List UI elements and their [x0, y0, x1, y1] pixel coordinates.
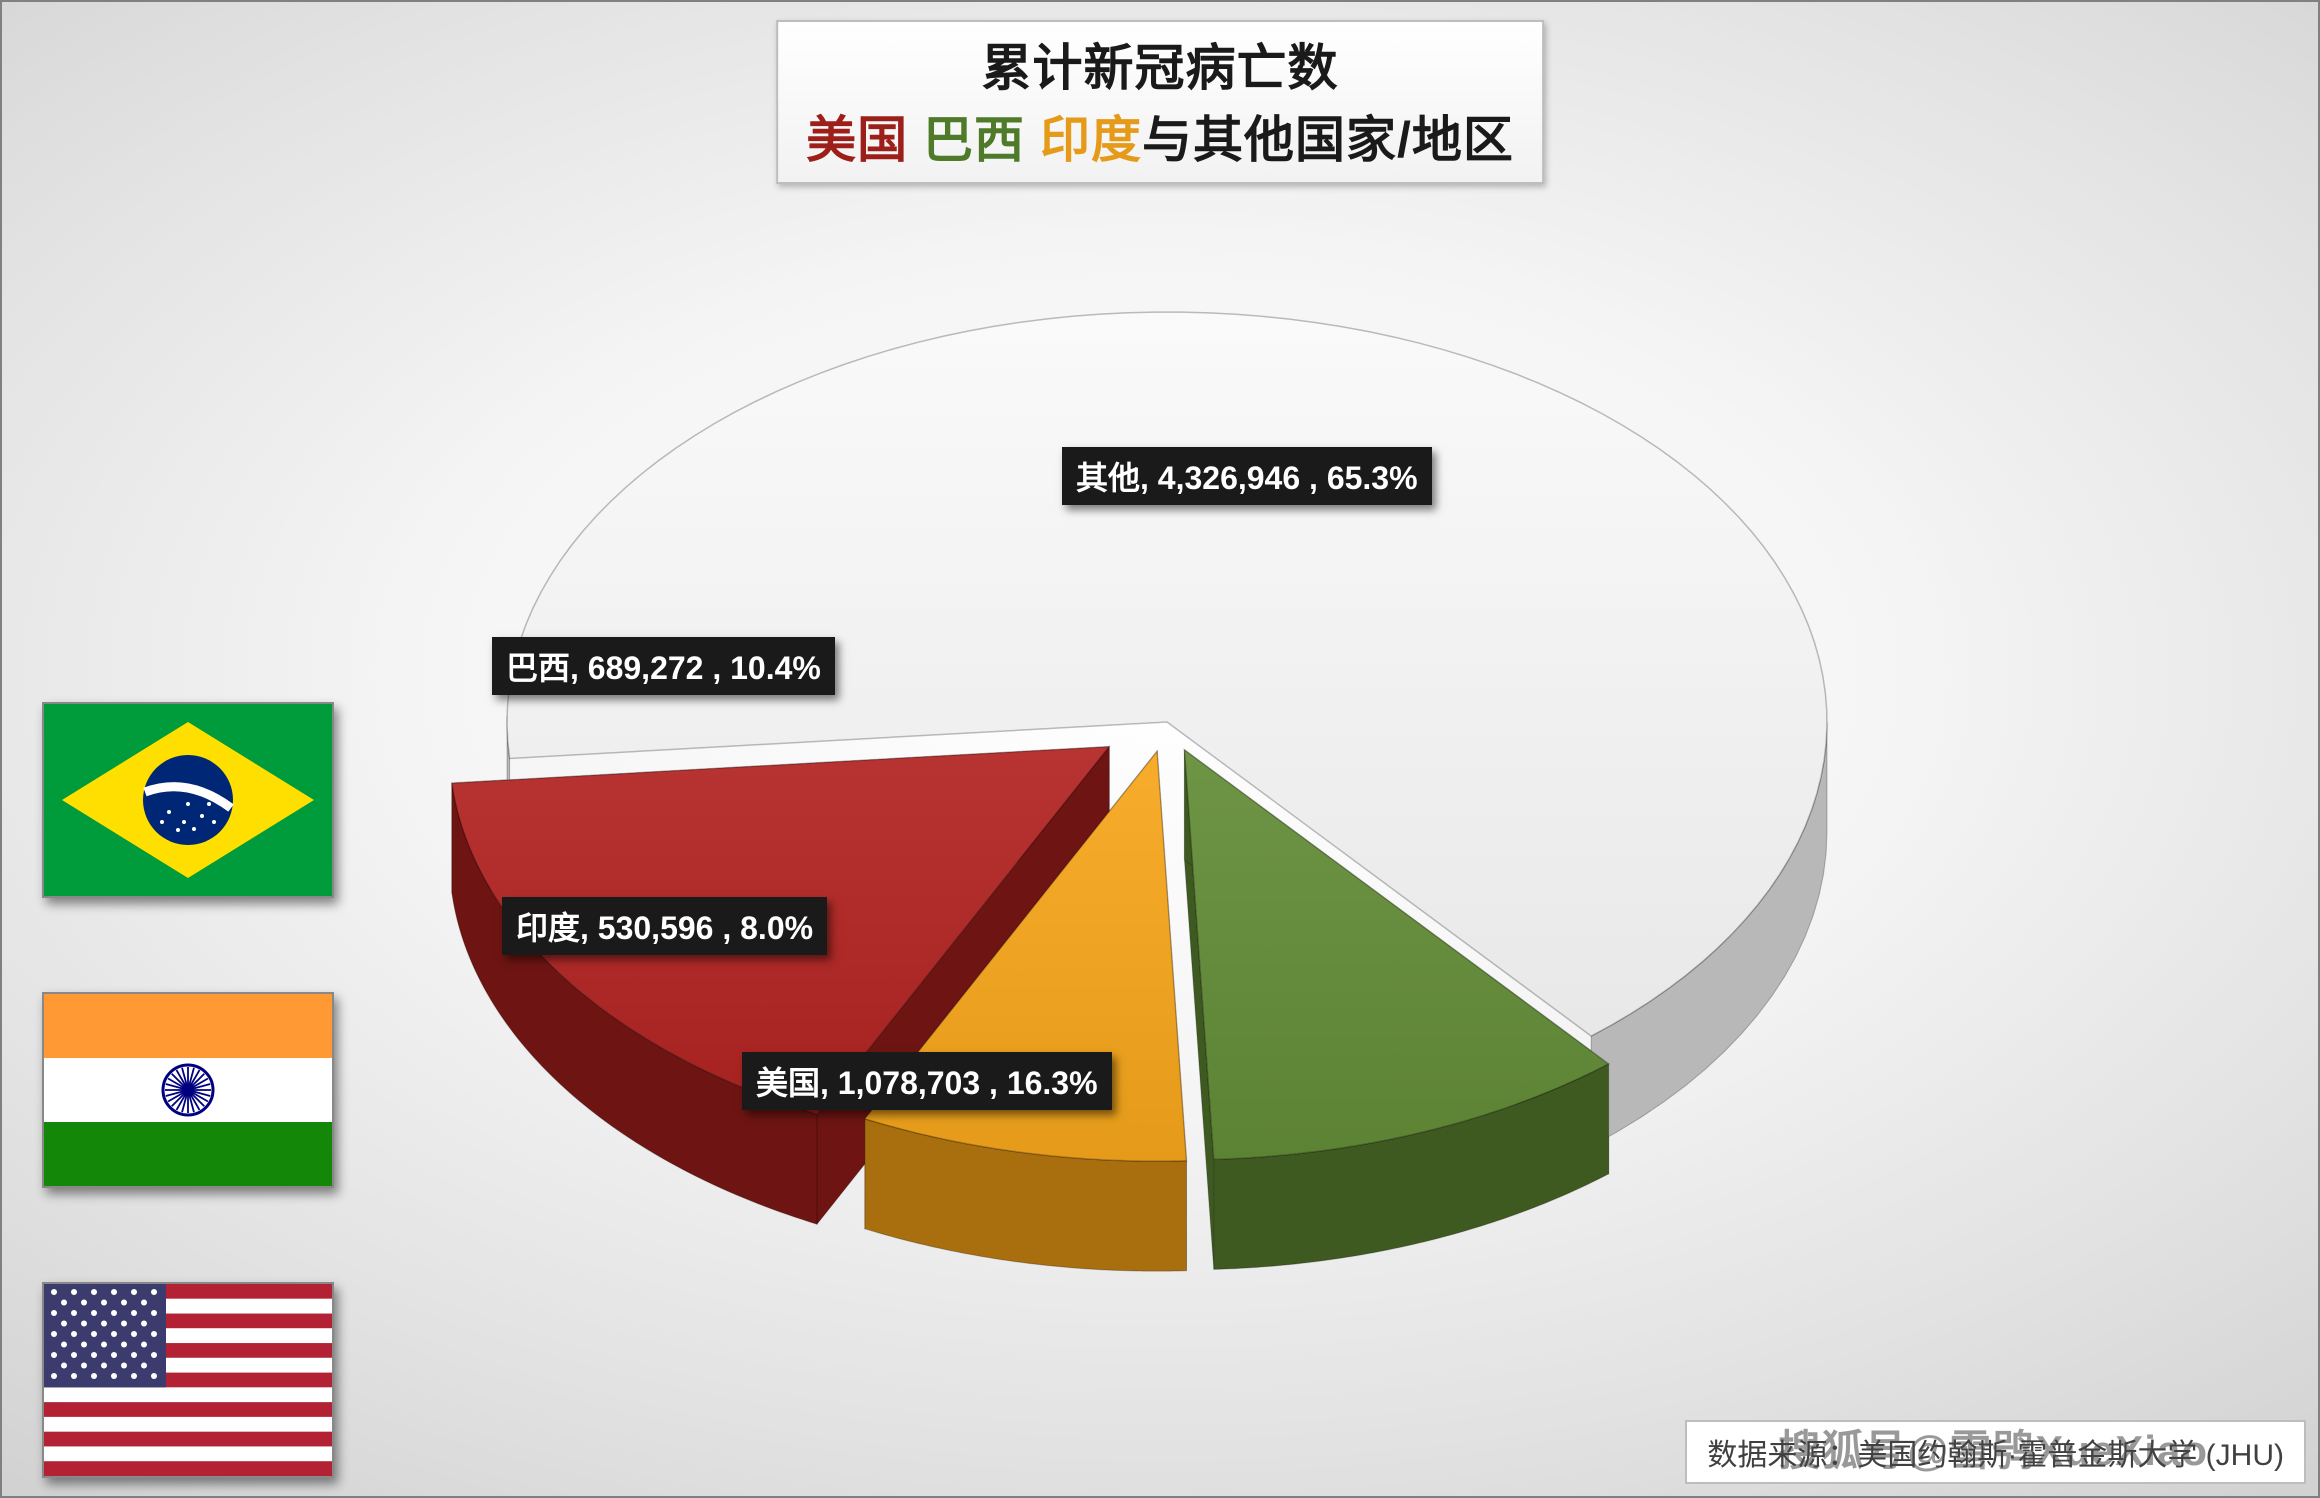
- source-label: 数据来源：: [1707, 1439, 1857, 1472]
- flag-usa: [42, 1282, 334, 1478]
- flag-brazil: [42, 702, 334, 898]
- label-brazil: 巴西, 689,272 , 10.4%: [492, 637, 835, 695]
- chart-container: 累计新冠病亡数 美国 巴西 印度与其他国家/地区 其他, 4,326,946 ,…: [0, 0, 2320, 1498]
- label-other: 其他, 4,326,946 , 65.3%: [1062, 447, 1432, 505]
- chart-title-line2: 美国 巴西 印度与其他国家/地区: [806, 100, 1514, 172]
- flag-india: [42, 992, 334, 1188]
- label-india: 印度, 530,596 , 8.0%: [502, 897, 827, 955]
- chart-title-line1: 累计新冠病亡数: [806, 28, 1514, 100]
- data-source-box: 数据来源：美国约翰斯·霍普金斯大学 (JHU): [1685, 1420, 2306, 1484]
- source-value: 美国约翰斯·霍普金斯大学 (JHU): [1857, 1439, 2284, 1472]
- chart-title-box: 累计新冠病亡数 美国 巴西 印度与其他国家/地区: [776, 20, 1544, 184]
- label-usa: 美国, 1,078,703 , 16.3%: [742, 1052, 1112, 1110]
- pie-chart: [417, 232, 1917, 1352]
